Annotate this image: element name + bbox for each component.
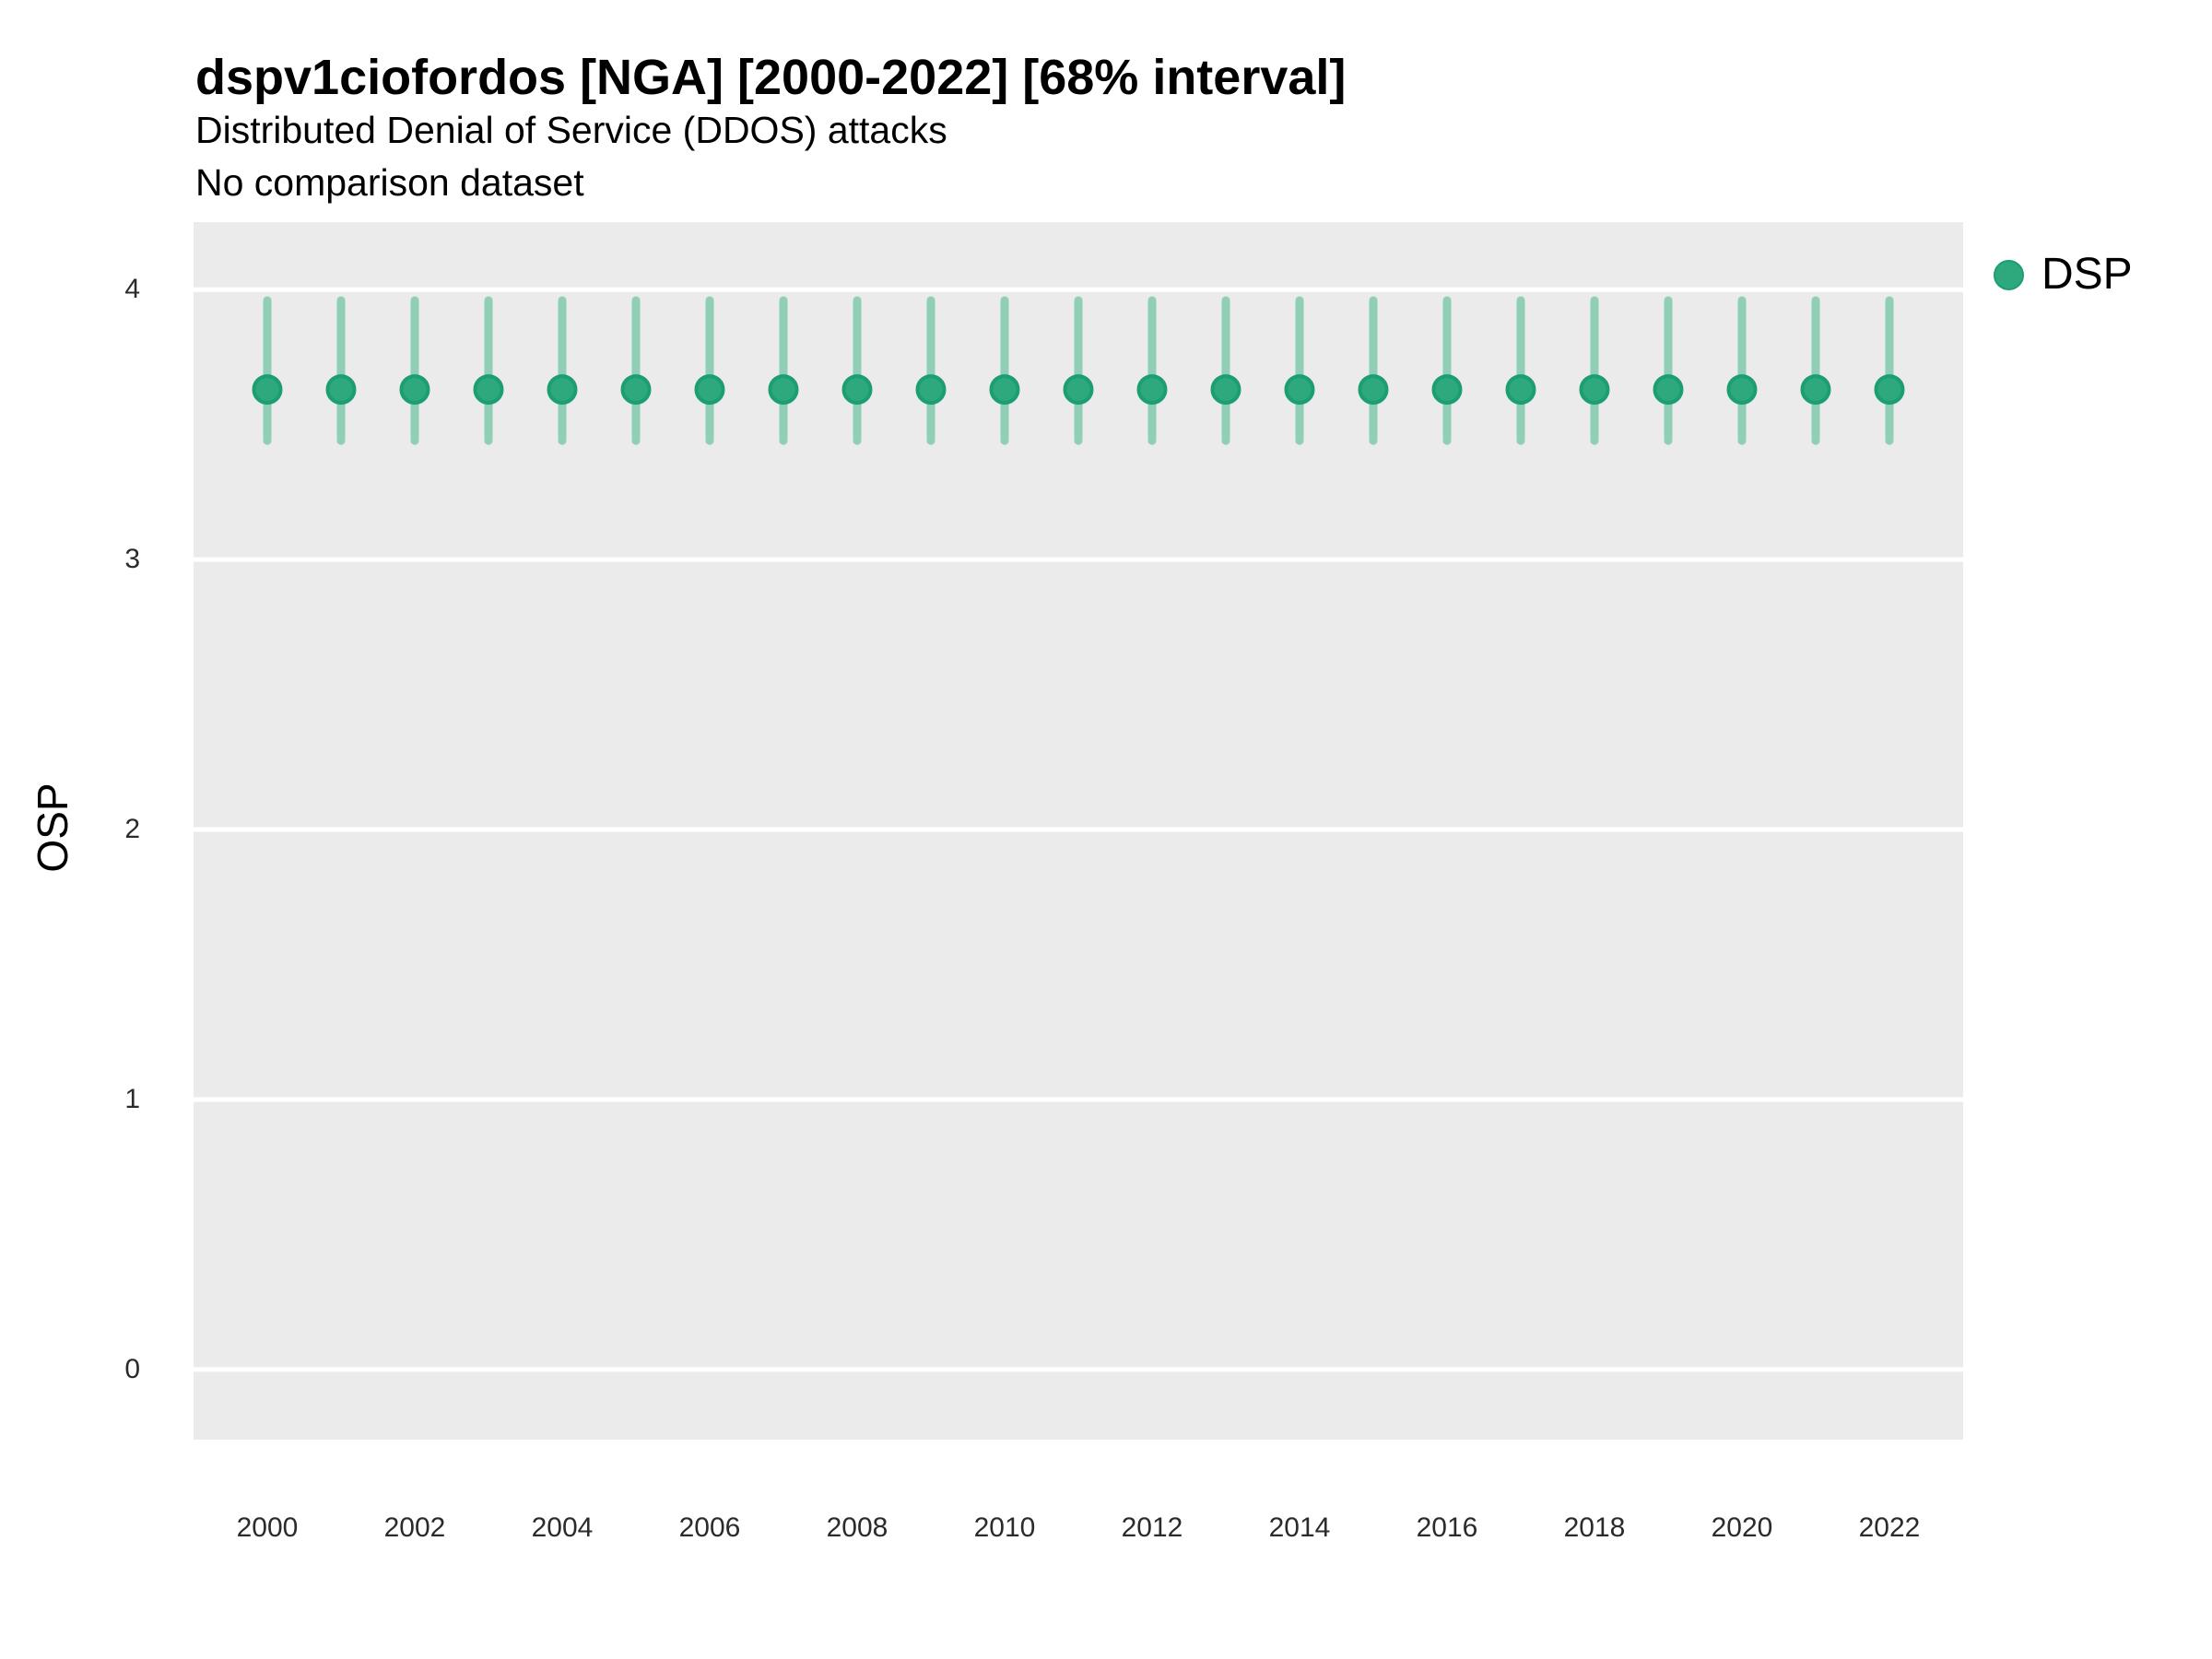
x-tick-label-2008: 2008 (826, 1512, 888, 1543)
point-2021 (1800, 374, 1831, 406)
point-2014 (1284, 374, 1315, 406)
x-tick-label-2012: 2012 (1121, 1512, 1183, 1543)
y-axis-tick-labels: 0 1 2 3 4 (0, 222, 140, 1440)
y-tick-label-0: 0 (124, 1353, 140, 1384)
point-2008 (841, 374, 873, 406)
chart-title: dspv1ciofordos [NGA] [2000-2022] [68% in… (195, 50, 1347, 105)
point-2000 (252, 374, 283, 406)
x-tick-label-2016: 2016 (1416, 1512, 1478, 1543)
point-2012 (1136, 374, 1168, 406)
point-2010 (989, 374, 1020, 406)
point-2022 (1874, 374, 1905, 406)
x-tick-label-2018: 2018 (1563, 1512, 1626, 1543)
point-2005 (620, 374, 652, 406)
point-2007 (768, 374, 799, 406)
x-tick-label-2002: 2002 (383, 1512, 446, 1543)
y-tick-label-2: 2 (124, 814, 140, 845)
point-2006 (694, 374, 725, 406)
legend-point-icon (1994, 259, 2024, 290)
point-2015 (1358, 374, 1389, 406)
y-tick-label-4: 4 (124, 274, 140, 305)
x-axis-tick-labels: 2000 2002 2004 2006 2008 2010 2012 2014 2016 2018… (194, 1510, 1963, 1547)
x-tick-label-2020: 2020 (1711, 1512, 1773, 1543)
x-tick-label-2022: 2022 (1858, 1512, 1921, 1543)
x-tick-label-2004: 2004 (531, 1512, 594, 1543)
point-2003 (473, 374, 504, 406)
point-2020 (1726, 374, 1758, 406)
plot-panel (194, 222, 1963, 1440)
legend: DSP (1994, 250, 2133, 299)
point-2001 (325, 374, 357, 406)
point-2017 (1505, 374, 1536, 406)
plot-svg (194, 287, 1963, 1372)
point-2011 (1063, 374, 1094, 406)
point-2018 (1579, 374, 1610, 406)
point-2004 (547, 374, 578, 406)
point-2016 (1431, 374, 1463, 406)
point-2009 (915, 374, 947, 406)
chart-subtitle-caption: No comparison dataset (195, 161, 584, 204)
y-tick-label-1: 1 (124, 1083, 140, 1114)
chart-subtitle: Distributed Denial of Service (DDOS) att… (195, 109, 947, 151)
x-tick-label-2014: 2014 (1268, 1512, 1331, 1543)
y-tick-label-3: 3 (124, 544, 140, 575)
legend-label: DSP (2041, 250, 2133, 299)
point-2013 (1210, 374, 1241, 406)
x-tick-label-2000: 2000 (236, 1512, 299, 1543)
x-tick-label-2010: 2010 (973, 1512, 1036, 1543)
x-tick-label-2006: 2006 (678, 1512, 741, 1543)
point-2019 (1653, 374, 1684, 406)
point-2002 (399, 374, 430, 406)
